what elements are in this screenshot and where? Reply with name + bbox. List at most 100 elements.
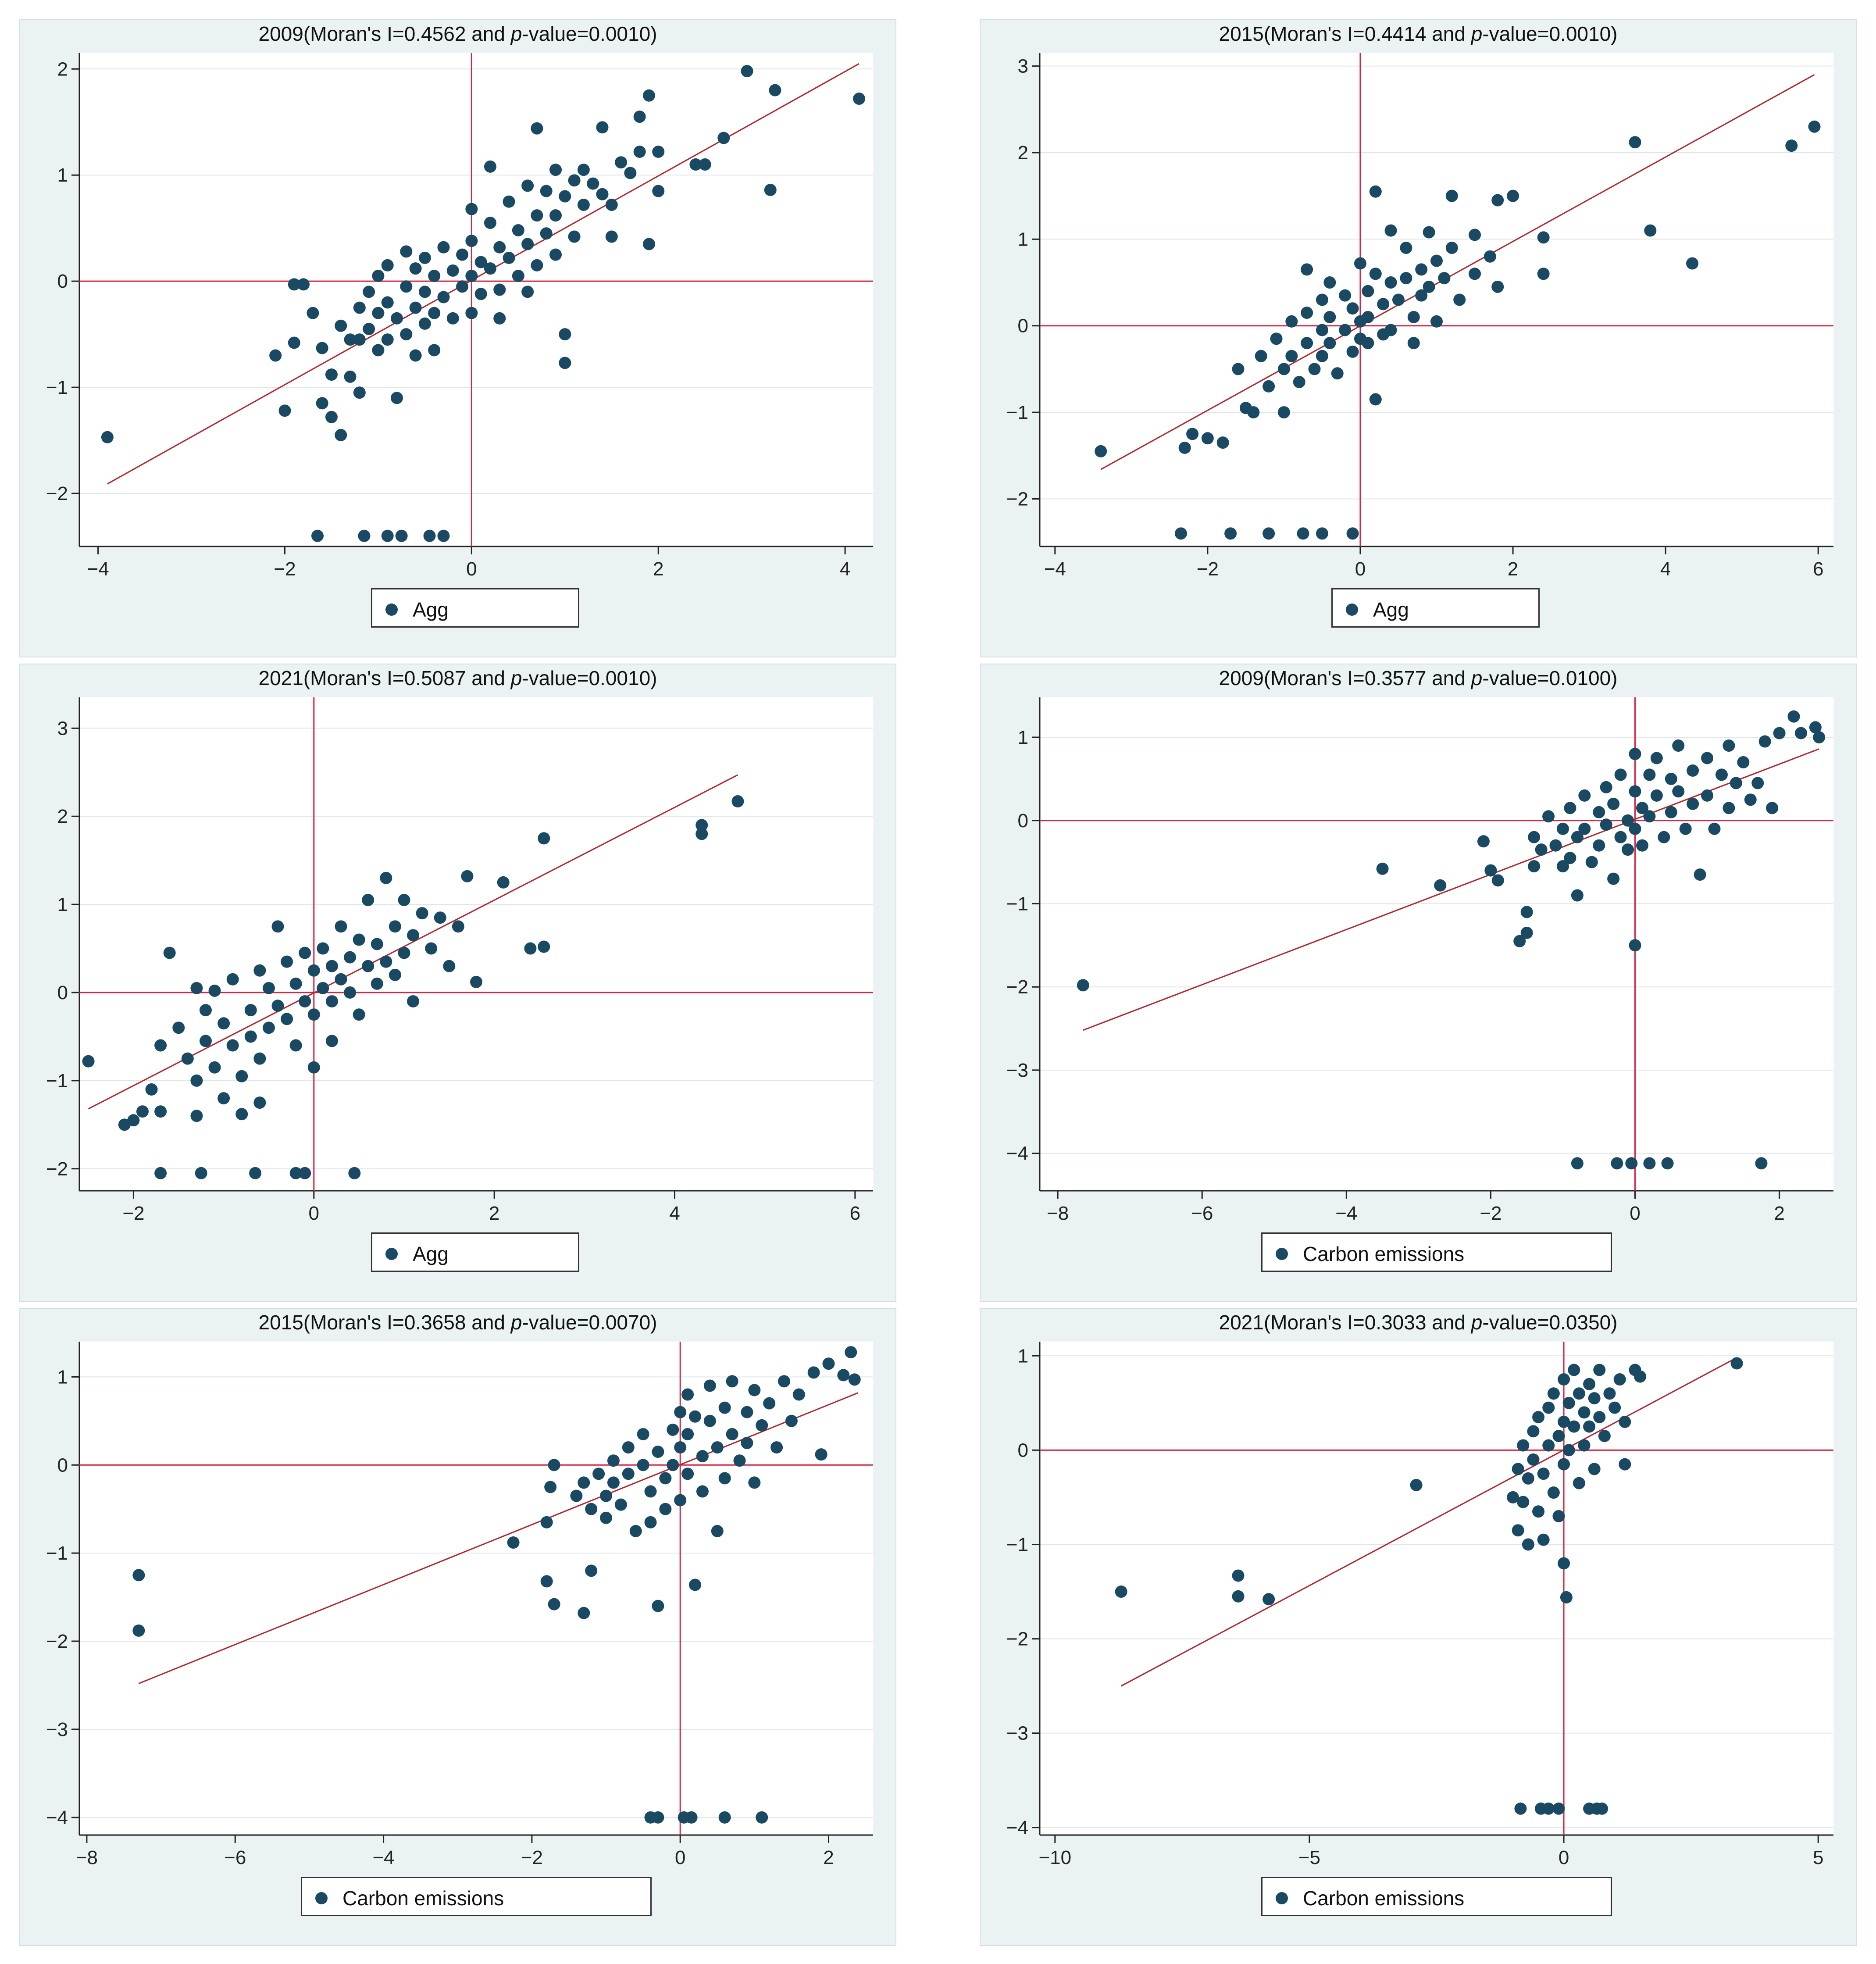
fit-line	[107, 63, 860, 485]
data-point	[1701, 752, 1714, 764]
x-tick-label: −6	[1191, 1203, 1213, 1224]
data-point	[711, 1525, 724, 1537]
data-point	[1614, 768, 1627, 781]
data-point	[1178, 442, 1191, 454]
data-point	[1346, 527, 1359, 540]
data-point	[614, 1498, 627, 1511]
x-tick-label: −10	[1038, 1847, 1071, 1868]
data-point	[1588, 1392, 1601, 1405]
data-point	[512, 270, 524, 282]
data-point	[1701, 789, 1714, 802]
y-tick-label: −3	[1006, 1723, 1028, 1744]
data-point	[667, 1423, 679, 1436]
data-point	[1077, 979, 1089, 992]
data-point	[748, 1476, 761, 1489]
data-point	[559, 357, 571, 369]
data-point	[1614, 831, 1627, 843]
data-point	[1658, 831, 1670, 843]
chart-title: 2015(Moran's I=0.4414 and p-value=0.0010…	[981, 22, 1856, 46]
x-tick-label: 0	[309, 1203, 319, 1224]
data-point	[1634, 1370, 1647, 1383]
data-point	[681, 1468, 694, 1480]
data-point	[1491, 194, 1504, 207]
data-point	[244, 1004, 257, 1017]
data-point	[600, 1489, 613, 1502]
data-point	[1224, 527, 1237, 540]
data-point	[1564, 802, 1576, 814]
chart-title-suffix: -value=0.0100)	[1482, 667, 1618, 689]
data-point	[1643, 768, 1656, 781]
x-tick-label: −2	[1480, 1203, 1502, 1224]
data-point	[307, 964, 320, 977]
data-point	[837, 1369, 850, 1382]
scatter-plot: −2 −1 0 1 2 −4 −2 0 2 4	[46, 53, 874, 580]
y-tick-label: −2	[46, 483, 68, 504]
data-point	[559, 190, 571, 203]
y-tick-label: 3	[1018, 56, 1028, 77]
legend-label: Carbon emissions	[1303, 1886, 1465, 1910]
data-point	[353, 1008, 365, 1021]
x-tick-label: 0	[1355, 558, 1366, 580]
data-point	[1323, 276, 1336, 289]
data-point	[381, 333, 394, 346]
data-point	[407, 929, 420, 942]
data-point	[1277, 363, 1290, 375]
data-point	[605, 230, 618, 243]
data-point	[1527, 1453, 1540, 1466]
data-point	[335, 920, 347, 933]
data-point	[335, 973, 347, 986]
data-point	[1484, 864, 1497, 877]
data-point	[531, 122, 543, 135]
data-point	[269, 349, 282, 362]
y-tick-label: −2	[1006, 976, 1028, 998]
data-point	[681, 1388, 694, 1401]
data-point	[1552, 1430, 1565, 1443]
data-point	[325, 411, 338, 423]
data-point	[637, 1428, 649, 1440]
chart-title-suffix: -value=0.0350)	[1482, 1311, 1618, 1334]
data-point	[249, 1167, 262, 1179]
scatter-plot: −2 −1 0 1 2 3 −4 −2 0 2 4 6	[1006, 53, 1834, 580]
data-point	[363, 286, 375, 298]
data-point	[1611, 1157, 1623, 1170]
data-point	[1362, 311, 1374, 323]
data-point	[726, 1375, 738, 1388]
data-point	[1596, 1802, 1609, 1815]
data-point	[428, 344, 441, 357]
data-point	[570, 1489, 583, 1502]
chart-title-p: p	[1471, 1311, 1483, 1334]
data-point	[507, 1536, 520, 1549]
chart-title-prefix: 2021(Moran's I=0.5087 and	[258, 667, 511, 689]
data-point	[1751, 777, 1764, 789]
data-point	[132, 1624, 145, 1637]
data-point	[524, 942, 537, 955]
data-point	[1661, 1157, 1674, 1170]
data-point	[1650, 789, 1663, 802]
y-tick-label: 1	[1018, 1345, 1028, 1367]
y-tick-label: 0	[57, 1454, 68, 1476]
data-point	[1573, 1477, 1585, 1489]
data-point	[1619, 1458, 1631, 1471]
y-tick-label: 2	[57, 806, 68, 827]
data-point	[1622, 843, 1634, 856]
data-point	[253, 1052, 266, 1065]
chart-panel-agg-2021: 2021(Moran's I=0.5087 and p-value=0.0010…	[19, 664, 896, 1302]
data-point	[521, 238, 534, 250]
x-tick-label: 4	[669, 1203, 680, 1224]
data-point	[770, 1441, 783, 1454]
data-point	[1643, 1157, 1656, 1170]
data-point	[1773, 727, 1786, 739]
data-point	[512, 224, 524, 237]
y-tick-label: 1	[1018, 229, 1028, 250]
data-point	[1430, 254, 1443, 267]
data-point	[493, 283, 506, 296]
x-tick-label: −2	[521, 1847, 543, 1868]
data-point	[1339, 289, 1352, 302]
data-point	[778, 1375, 791, 1388]
data-point	[652, 185, 665, 197]
data-point	[437, 291, 450, 304]
data-point	[1445, 189, 1458, 202]
data-point	[299, 995, 311, 1008]
data-point	[418, 251, 431, 264]
data-point	[659, 1472, 672, 1485]
